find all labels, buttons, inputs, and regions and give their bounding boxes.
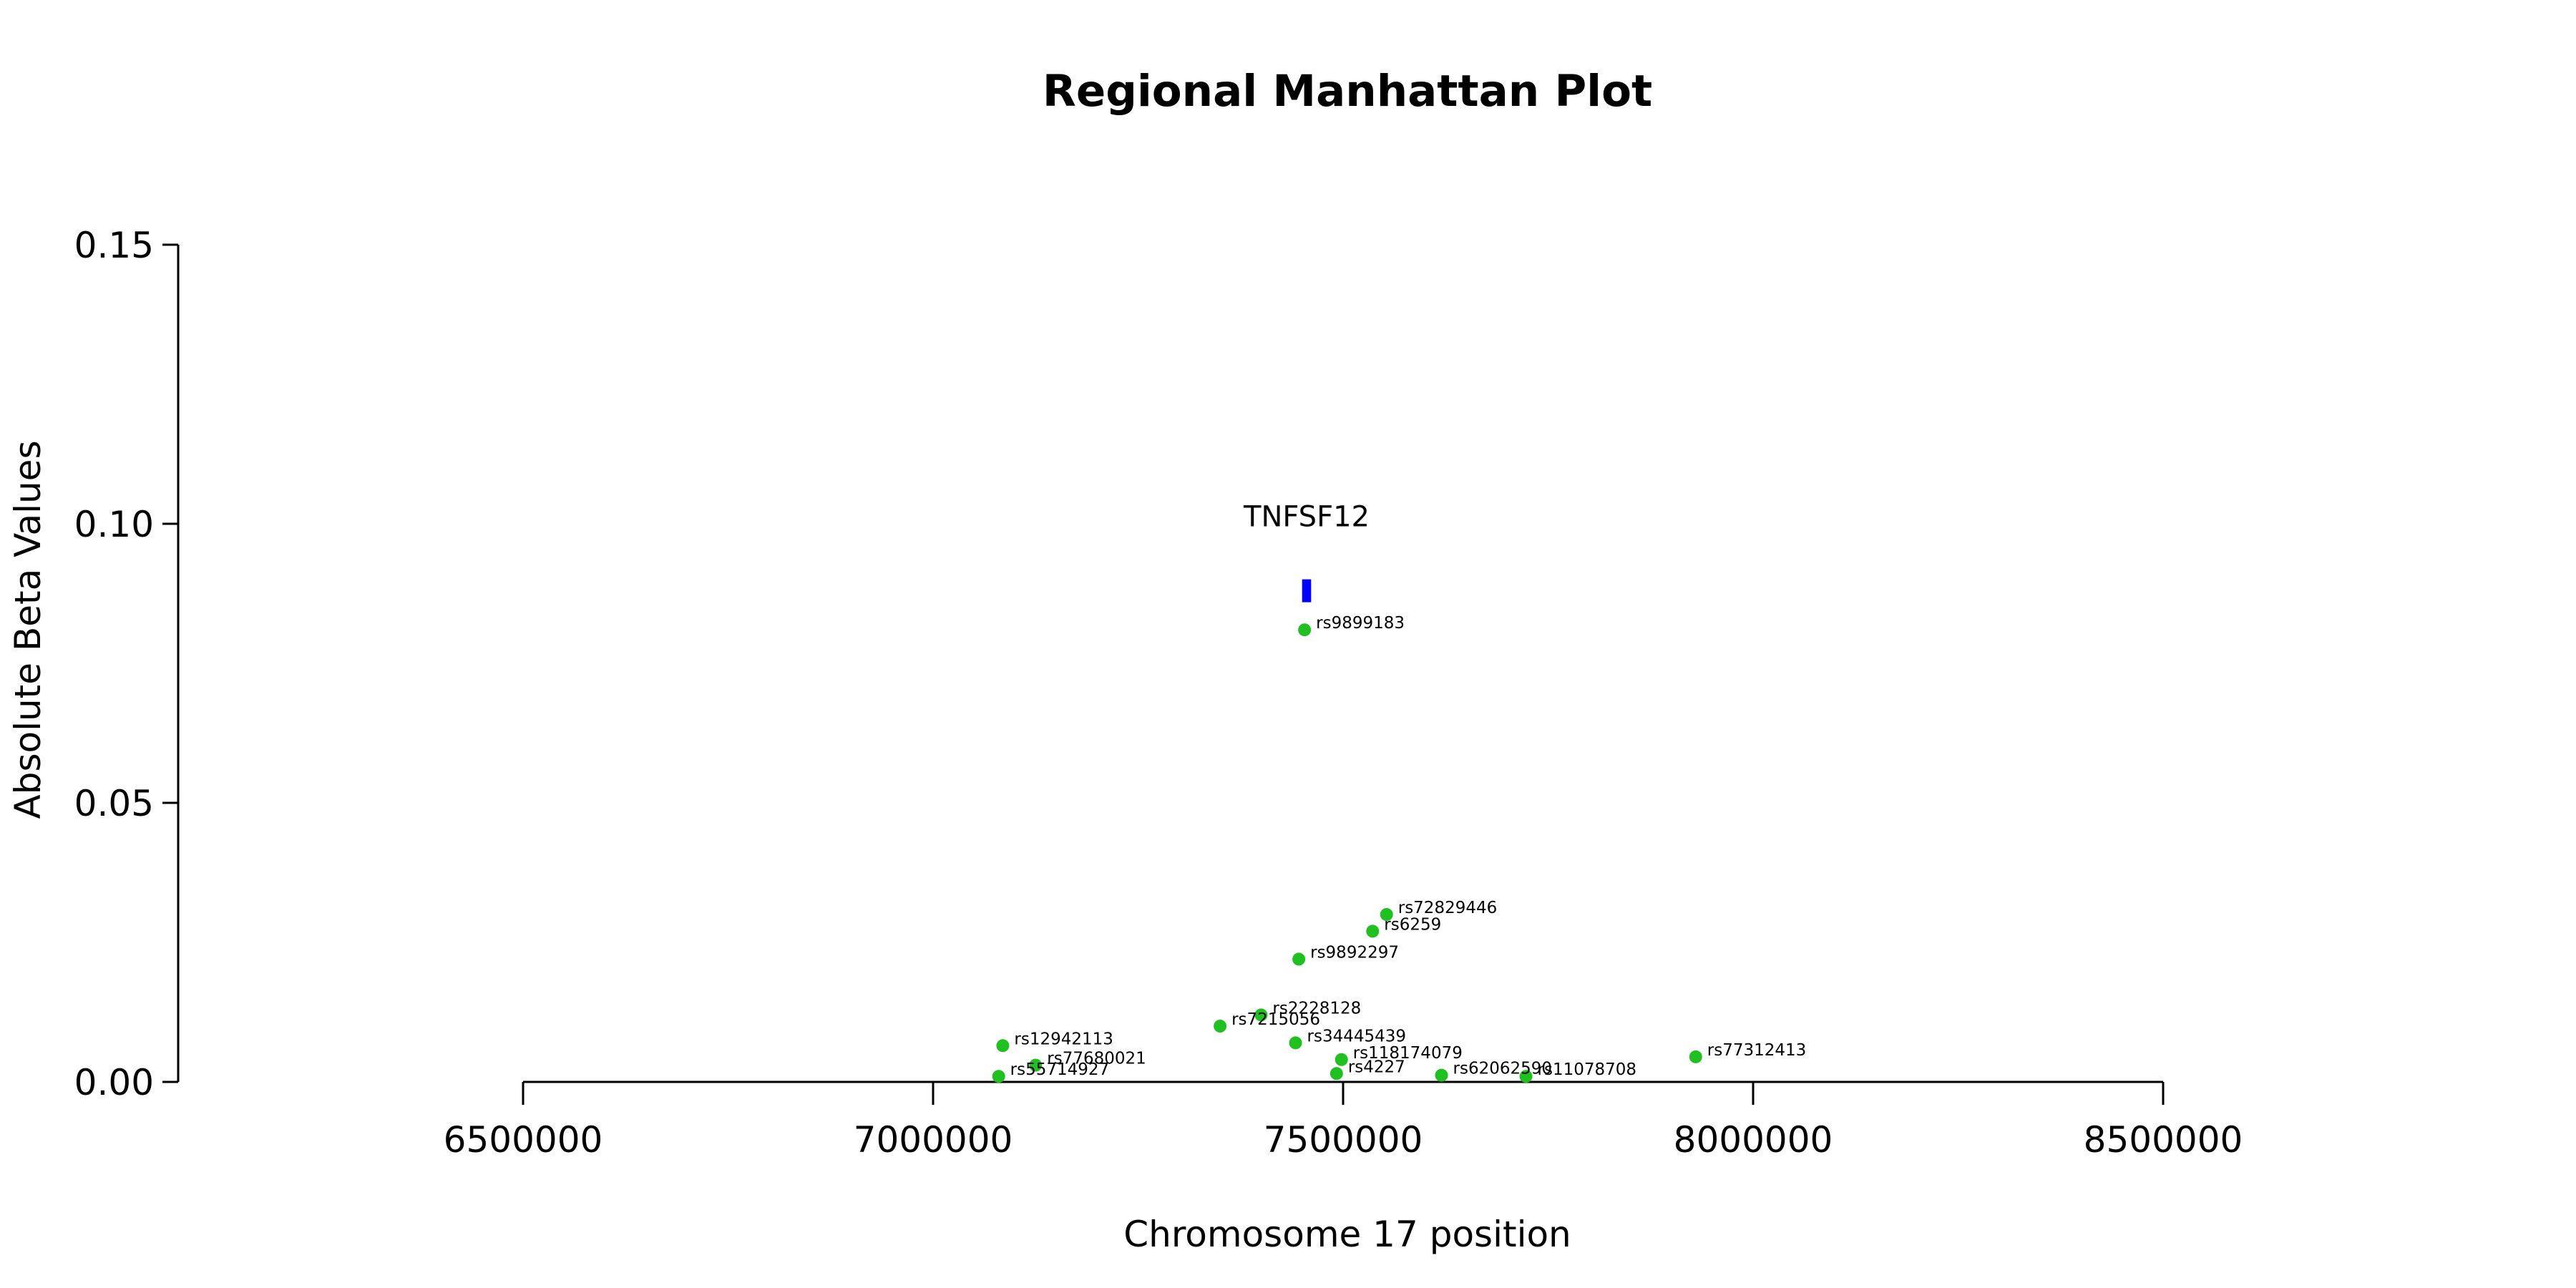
snp-label: rs62062590 xyxy=(1453,1060,1553,1078)
y-axis-label: Absolute Beta Values xyxy=(7,441,49,819)
snp-label: rs7215056 xyxy=(1231,1010,1320,1029)
y-tick-label: 0.10 xyxy=(74,504,154,545)
snp-point xyxy=(996,1039,1010,1053)
snp-point xyxy=(1689,1050,1702,1063)
snp-point xyxy=(992,1070,1005,1083)
snp-label: rs11078708 xyxy=(1538,1060,1637,1079)
x-tick-label: 8000000 xyxy=(1674,1119,1833,1161)
snp-point xyxy=(1214,1020,1227,1033)
snp-point xyxy=(1254,1008,1268,1022)
y-tick-label: 0.15 xyxy=(74,225,154,266)
x-tick-label: 6500000 xyxy=(444,1119,603,1161)
snp-label: rs34445439 xyxy=(1307,1027,1407,1045)
snp-label: rs9899183 xyxy=(1316,614,1405,633)
x-tick-label: 8500000 xyxy=(2084,1119,2243,1161)
gene-bar xyxy=(1302,579,1312,602)
snp-label: rs77312413 xyxy=(1707,1041,1807,1060)
y-axis-ticks: 0.00 0.05 0.10 0.15 xyxy=(74,225,178,1103)
x-axis-label: Chromosome 17 position xyxy=(1123,1214,1571,1255)
snp-point xyxy=(1330,1067,1343,1080)
y-tick-label: 0.05 xyxy=(74,783,154,824)
snp-label: rs118174079 xyxy=(1353,1044,1463,1063)
snp-point xyxy=(1029,1058,1043,1072)
snp-point xyxy=(1292,952,1306,966)
snp-label: rs2228128 xyxy=(1272,999,1361,1018)
x-tick-label: 7500000 xyxy=(1264,1119,1423,1161)
snp-point xyxy=(1519,1070,1533,1083)
x-tick-label: 7000000 xyxy=(854,1119,1013,1161)
snp-points xyxy=(992,623,1702,1083)
y-tick-label: 0.00 xyxy=(74,1062,154,1103)
snp-label: rs4227 xyxy=(1348,1058,1405,1076)
snp-label: rs77680021 xyxy=(1047,1050,1146,1068)
chart-title: Regional Manhattan Plot xyxy=(1043,66,1652,117)
gene-label: TNFSF12 xyxy=(1243,501,1370,534)
snp-point xyxy=(1289,1036,1302,1050)
snp-label: rs72829446 xyxy=(1398,899,1498,917)
snp-label: rs12942113 xyxy=(1014,1030,1113,1048)
gene-track: TNFSF12 xyxy=(1243,501,1370,602)
snp-label: rs6259 xyxy=(1384,915,1441,934)
snp-point xyxy=(1366,924,1380,938)
snp-point xyxy=(1335,1053,1348,1066)
x-axis-ticks: 6500000 7000000 7500000 8000000 8500000 xyxy=(444,1082,2243,1161)
snp-point xyxy=(1435,1068,1448,1082)
snp-label: rs9892297 xyxy=(1310,943,1399,962)
snp-point xyxy=(1298,623,1312,637)
snp-point xyxy=(1380,908,1393,921)
snp-label: rs55714927 xyxy=(1010,1060,1110,1079)
